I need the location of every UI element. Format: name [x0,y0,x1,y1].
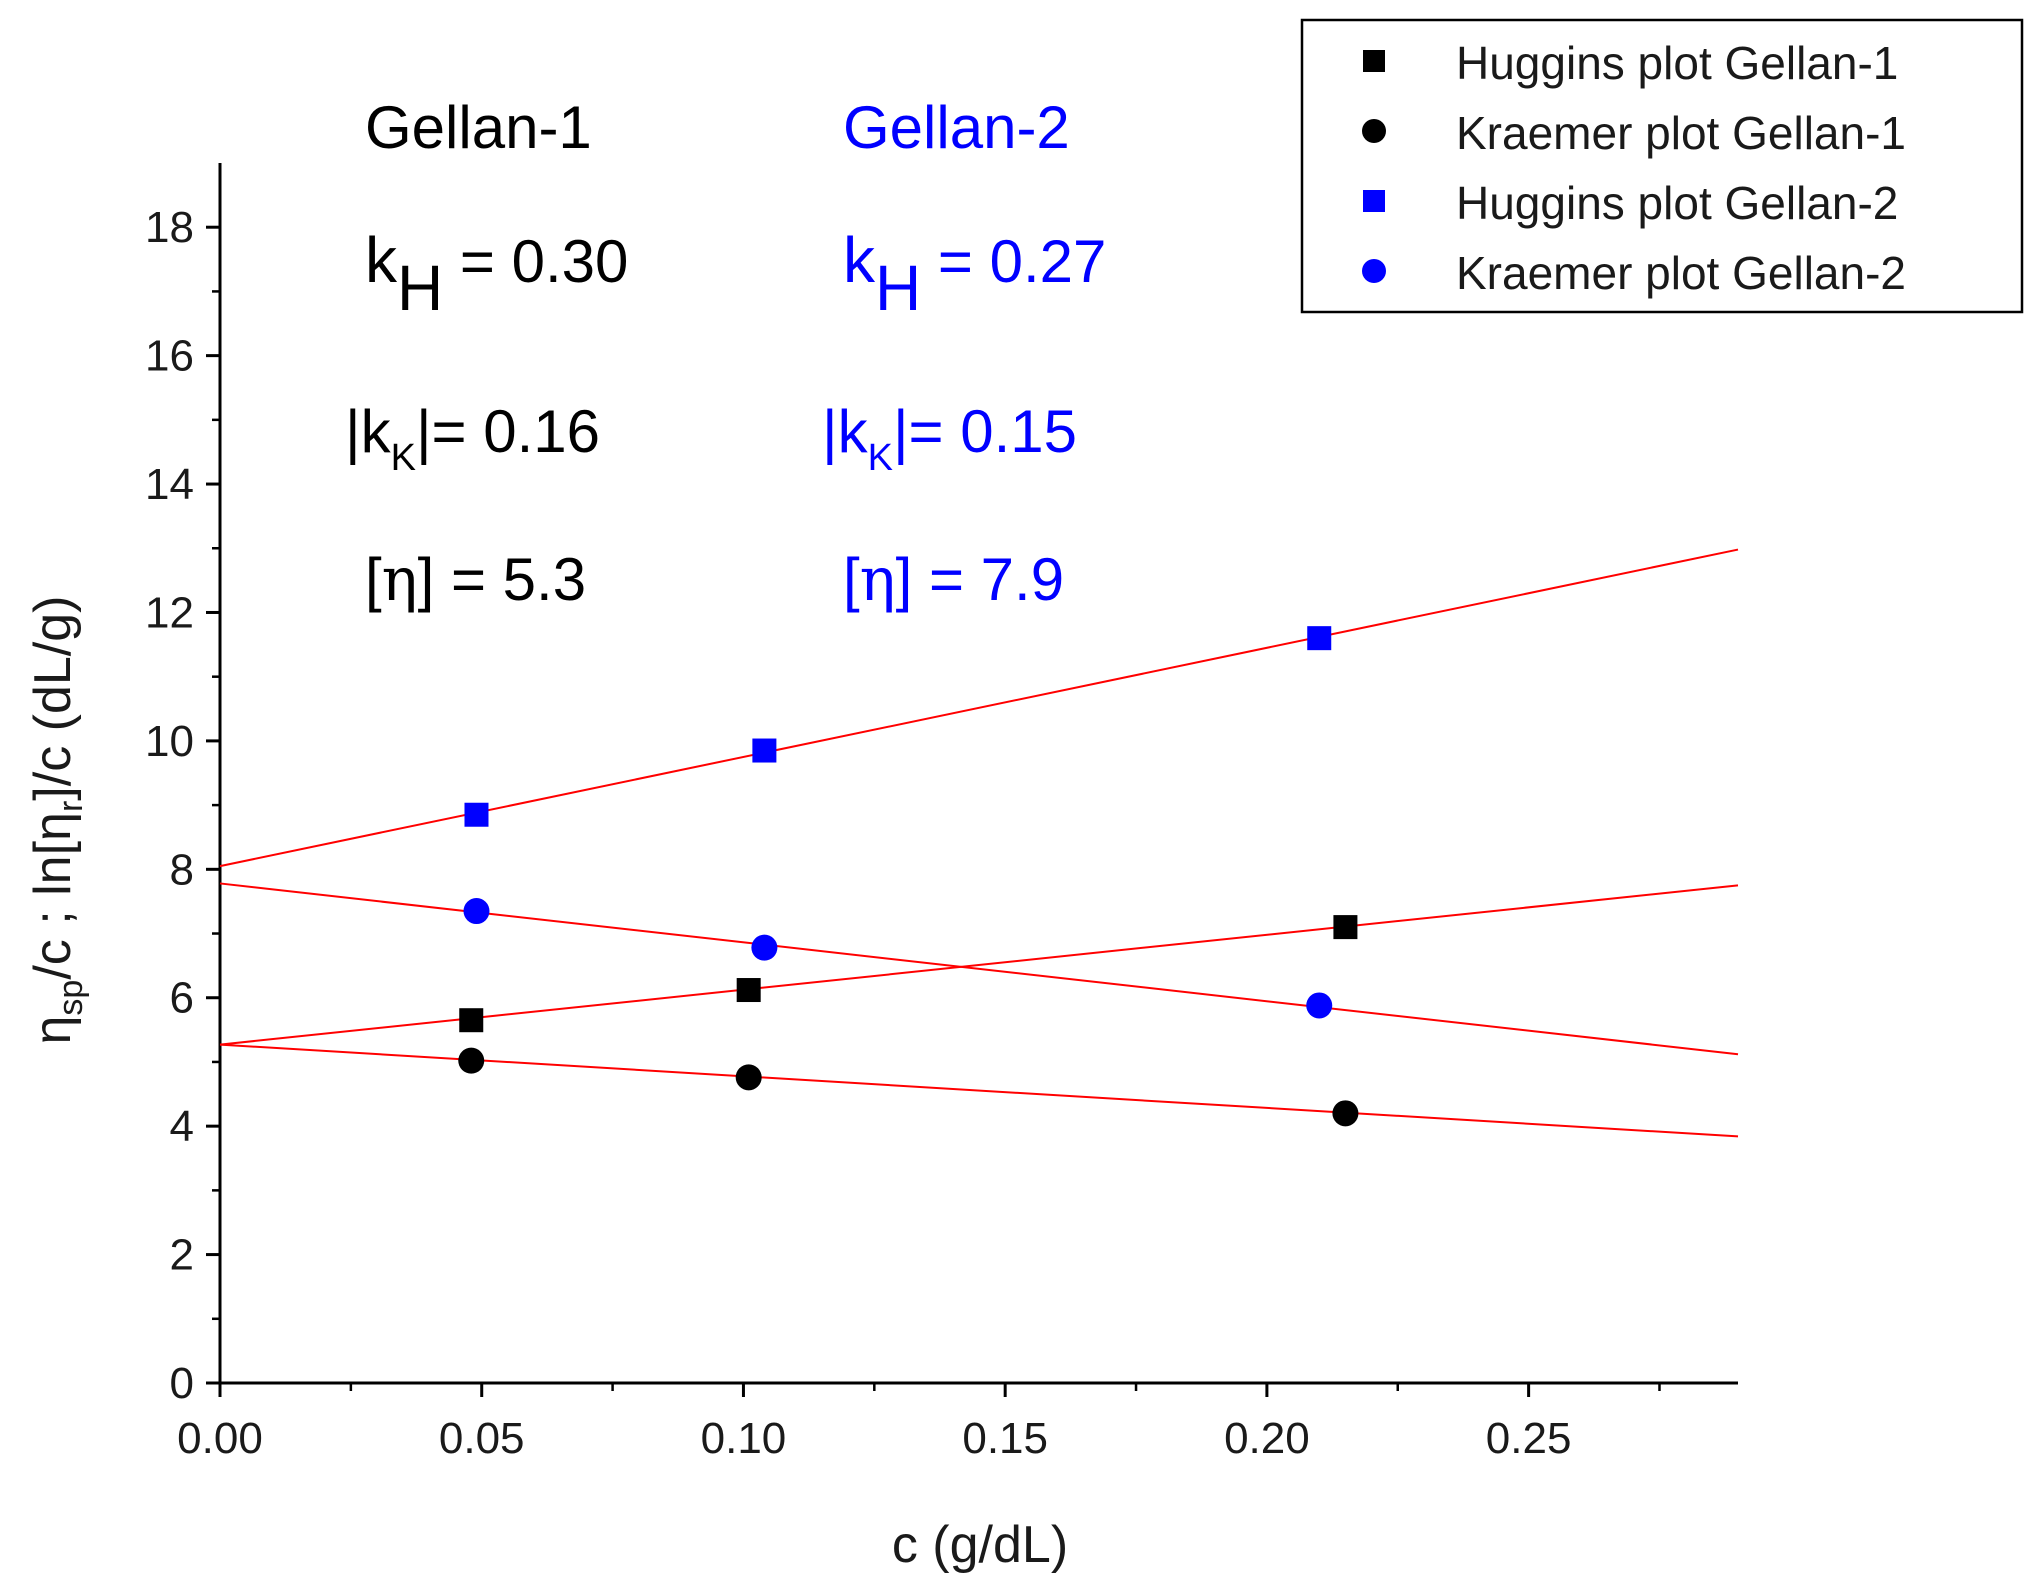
point-series-1 [1333,915,1358,940]
y-tick-label: 6 [170,974,194,1023]
y-tick-label: 12 [145,588,194,637]
legend-marker-3 [1363,190,1385,212]
y-tick-label: 14 [145,460,194,509]
y-tick-label: 4 [170,1102,194,1151]
x-tick-label: 0.00 [177,1414,263,1463]
x-tick-label: 0.15 [962,1414,1048,1463]
legend-box [1300,18,2024,314]
legend-marker-1 [1363,50,1385,72]
annotation-gellan-2-title: Gellan-2 [843,94,1070,161]
legend: Huggins plot Gellan-1 Kraemer plot Gellan… [1300,18,2024,314]
data-points [458,626,1359,1127]
annotation-gellan-2: Gellan-2 kH = 0.27 |kK|= 0.15 [η] = 7.9 [822,94,1106,615]
legend-label-2: Kraemer plot Gellan-1 [1456,107,1906,159]
point-series-4 [751,934,778,961]
annotation-gellan-1-eta: [η] = 5.3 [365,545,586,615]
point-series-2 [458,1047,485,1074]
annotation-gellan-1-title: Gellan-1 [365,94,592,161]
y-tick-label: 8 [170,845,194,894]
annotation-gellan-2-kk: |kK|= 0.15 [822,398,1077,479]
point-series-1 [736,978,761,1003]
legend-marker-2 [1362,119,1386,143]
axes: 0.00 0.05 0.10 0.15 0.20 0.25 0 2 4 6 8 10 12 14 16 18 [145,163,1738,1463]
point-series-4 [1306,992,1333,1019]
annotation-gellan-2-kh: kH = 0.27 [843,224,1106,324]
y-axis-title: ηsp/c ; ln[ηr]/c (dL/g) [24,596,90,1045]
legend-label-3: Huggins plot Gellan-2 [1456,177,1898,229]
y-tick-label: 2 [170,1231,194,1280]
point-series-3 [752,738,777,763]
point-series-4 [463,898,490,925]
point-series-3 [464,802,489,827]
annotation-gellan-1: Gellan-1 kH = 0.30 |kK|= 0.16 [η] = 5.3 [345,94,628,615]
x-tick-label: 0.20 [1224,1414,1310,1463]
legend-label-4: Kraemer plot Gellan-2 [1456,247,1906,299]
y-tick-label: 10 [145,717,194,766]
x-tick-label: 0.10 [701,1414,787,1463]
point-series-3 [1307,626,1332,651]
x-axis-title: c (g/dL) [892,1516,1068,1574]
point-series-2 [735,1064,762,1091]
point-series-1 [459,1008,484,1033]
x-tick-label: 0.25 [1486,1414,1572,1463]
annotation-gellan-2-eta: [η] = 7.9 [843,545,1064,615]
legend-marker-4 [1362,259,1386,283]
y-tick-label: 0 [170,1359,194,1408]
annotation-gellan-1-kh: kH = 0.30 [365,224,628,324]
y-tick-label: 18 [145,203,194,252]
y-tick-label: 16 [145,332,194,381]
x-tick-label: 0.05 [439,1414,525,1463]
point-series-2 [1332,1100,1359,1127]
annotation-gellan-1-kk: |kK|= 0.16 [345,398,600,479]
legend-label-1: Huggins plot Gellan-1 [1456,37,1898,89]
